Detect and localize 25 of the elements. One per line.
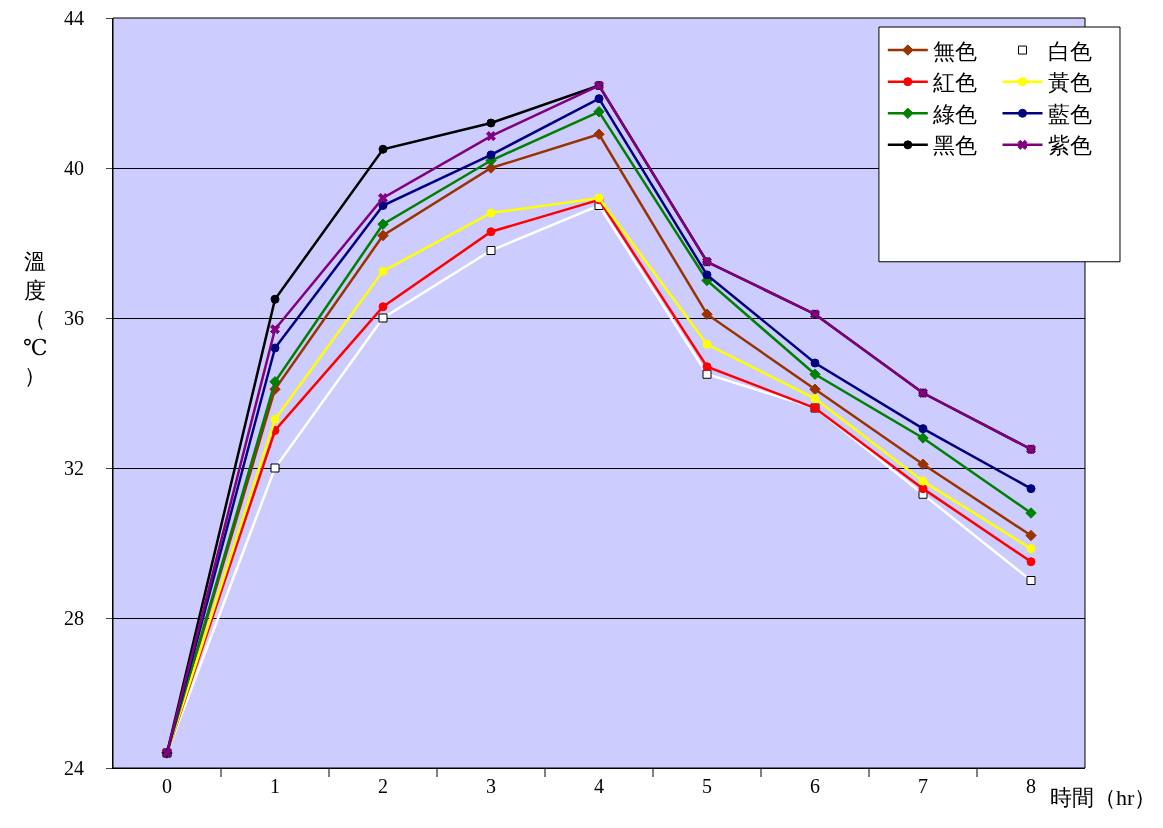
y-tick-label: 36 xyxy=(64,307,84,329)
y-tick-label: 44 xyxy=(64,7,84,29)
legend-label: 白色 xyxy=(1047,38,1092,64)
x-tick-label: 6 xyxy=(810,775,820,797)
legend-label: 藍色 xyxy=(1047,101,1092,127)
x-tick-label: 3 xyxy=(486,775,496,797)
x-tick-label: 8 xyxy=(1026,775,1036,797)
y-tick-label: 40 xyxy=(64,157,84,179)
legend-label: 綠色 xyxy=(931,101,977,127)
x-tick-label: 0 xyxy=(162,775,172,797)
x-tick-label: 1 xyxy=(270,775,280,797)
y-tick-label: 28 xyxy=(64,607,84,629)
legend-label: 紅色 xyxy=(932,70,977,96)
x-tick-label: 5 xyxy=(702,775,712,797)
y-tick-label: 24 xyxy=(64,757,84,779)
legend-label: 黑色 xyxy=(932,133,977,159)
legend-label: 無色 xyxy=(932,38,977,64)
x-tick-label: 4 xyxy=(594,775,604,797)
x-tick-label: 2 xyxy=(378,775,388,797)
y-axis-title: 溫度（℃） xyxy=(23,249,48,389)
x-axis-title: 時間（hr） xyxy=(1050,785,1157,810)
legend-label: 黃色 xyxy=(1047,70,1092,96)
legend-label: 紫色 xyxy=(1047,133,1092,159)
x-tick-label: 7 xyxy=(918,775,928,797)
y-tick-label: 32 xyxy=(64,457,84,479)
